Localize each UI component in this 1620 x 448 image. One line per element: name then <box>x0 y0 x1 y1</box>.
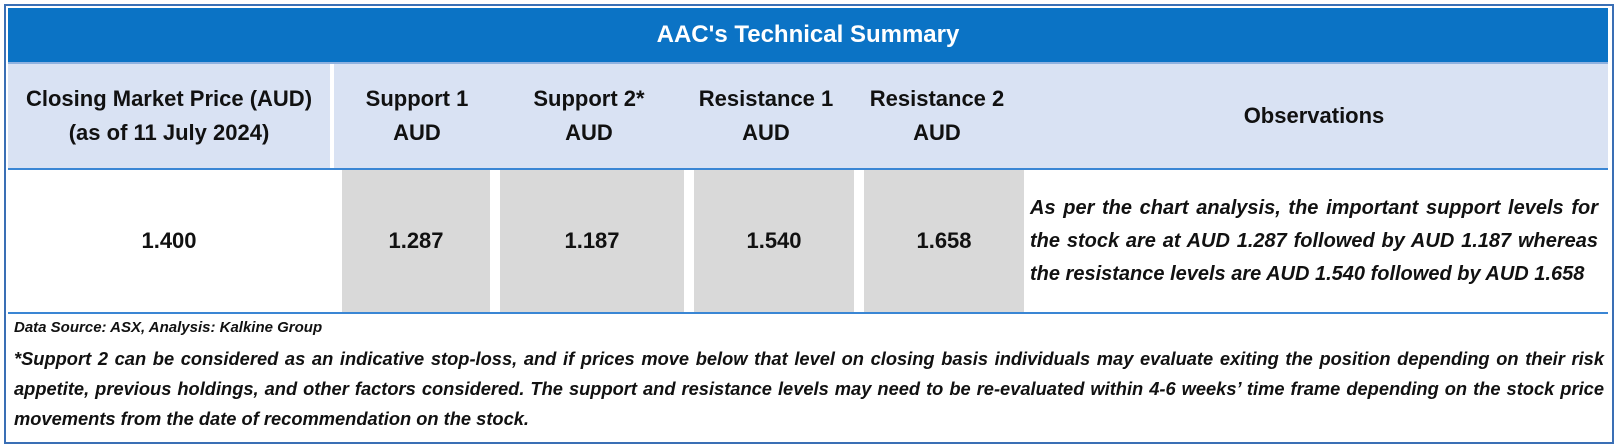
header-closing-price-line1: Closing Market Price (AUD) <box>25 86 313 111</box>
disclaimer-note: *Support 2 can be considered as an indic… <box>14 348 1604 429</box>
header-row: Closing Market Price (AUD) (as of 11 Jul… <box>8 62 1608 170</box>
header-separator <box>330 64 334 168</box>
row-divider <box>8 312 1608 314</box>
header-closing-price-line2: (as of 11 July 2024) <box>68 120 270 145</box>
header-observations-label: Observations <box>1243 103 1385 128</box>
header-resistance-2-line1: Resistance 2 <box>869 86 1005 111</box>
table-title: AAC's Technical Summary <box>8 8 1608 62</box>
data-source-note: Data Source: ASX, Analysis: Kalkine Grou… <box>14 319 323 336</box>
header-support-2-line1: Support 2* <box>533 86 645 111</box>
header-resistance-1-line2: AUD <box>742 120 790 145</box>
header-support-2: Support 2* AUD <box>500 64 678 168</box>
support-1-value: 1.287 <box>342 170 490 312</box>
header-support-1: Support 1 AUD <box>334 64 500 168</box>
header-support-2-line2: AUD <box>565 120 613 145</box>
header-resistance-2-line2: AUD <box>913 120 961 145</box>
header-support-1-line2: AUD <box>393 120 441 145</box>
footer-notes: Data Source: ASX, Analysis: Kalkine Grou… <box>14 318 1604 434</box>
data-row: 1.400 1.287 1.187 1.540 1.658 As per the… <box>8 170 1608 312</box>
header-resistance-2: Resistance 2 AUD <box>854 64 1020 168</box>
resistance-2-value: 1.658 <box>864 170 1024 312</box>
resistance-1-value: 1.540 <box>694 170 854 312</box>
observations-text: As per the chart analysis, the important… <box>1030 170 1598 312</box>
table-title-text: AAC's Technical Summary <box>656 21 960 48</box>
observations-body: As per the chart analysis, the important… <box>1030 196 1598 285</box>
header-support-1-line1: Support 1 <box>365 86 469 111</box>
closing-price-value: 1.400 <box>141 228 197 253</box>
header-resistance-1: Resistance 1 AUD <box>680 64 852 168</box>
header-observations: Observations <box>1020 64 1608 168</box>
support-2-value: 1.187 <box>500 170 684 312</box>
header-closing-price: Closing Market Price (AUD) (as of 11 Jul… <box>8 64 330 168</box>
header-resistance-1-line1: Resistance 1 <box>698 86 834 111</box>
